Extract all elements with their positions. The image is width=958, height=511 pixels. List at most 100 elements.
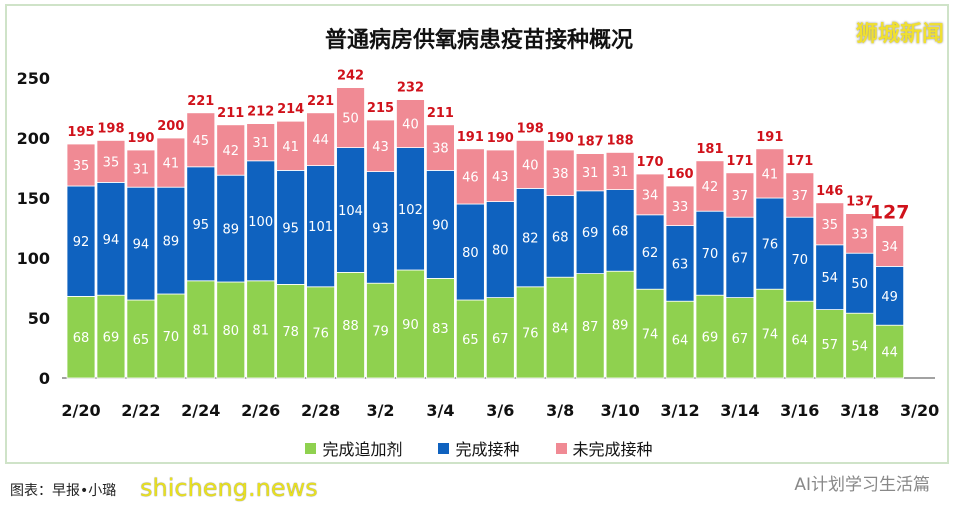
bar-segment-complete (545, 195, 575, 278)
total-label: 198 (97, 121, 124, 136)
bar-segment-booster (755, 288, 785, 379)
bar-segment-booster (485, 297, 515, 379)
data-label: 68 (552, 230, 569, 245)
bar-segment-complete (515, 187, 545, 288)
bar-segment-incomplete (156, 137, 186, 188)
total-label: 190 (127, 131, 154, 146)
legend: 完成追加剂 完成接种 未完成接种 (0, 436, 958, 460)
x-tick-label: 3/14 (720, 401, 759, 420)
x-tick-label: 3/16 (780, 401, 819, 420)
total-label: 171 (786, 154, 813, 169)
data-label: 40 (522, 158, 539, 173)
data-label: 42 (702, 180, 719, 195)
bar-segment-booster (126, 299, 156, 379)
data-label: 62 (642, 246, 659, 261)
bar-segment-incomplete (725, 172, 755, 218)
bar-segment-incomplete (186, 112, 216, 168)
data-label: 80 (492, 244, 509, 259)
data-label: 54 (821, 271, 838, 286)
bar-segment-complete (605, 189, 635, 272)
bar-segment-incomplete (425, 124, 455, 171)
bar-segment-booster (545, 276, 575, 379)
bar-segment-incomplete (815, 202, 845, 246)
x-tick-label: 3/20 (900, 401, 939, 420)
data-label: 34 (881, 240, 898, 255)
bar-segment-complete (396, 147, 425, 271)
data-label: 80 (462, 246, 479, 261)
data-label: 42 (222, 144, 239, 159)
data-label: 74 (762, 328, 779, 343)
bar-segment-incomplete (366, 119, 395, 172)
bar-segment-incomplete (695, 160, 725, 212)
x-tick-label: 2/24 (181, 401, 220, 420)
bar-segment-complete (815, 244, 845, 311)
data-label: 46 (462, 170, 479, 185)
data-label: 104 (338, 204, 363, 219)
bar-segment-incomplete (875, 225, 905, 267)
y-tick-label: 0 (39, 369, 50, 388)
bar-segment-booster (635, 288, 665, 379)
bar-segment-incomplete (276, 120, 306, 171)
total-label: 215 (367, 101, 394, 116)
data-label: 94 (133, 238, 150, 253)
bar-segment-booster (216, 281, 246, 379)
data-label: 70 (163, 330, 180, 345)
bar-segment-incomplete (126, 149, 156, 188)
watermark-bottom-left: shicheng.news (140, 474, 318, 502)
data-label: 64 (672, 334, 689, 349)
x-tick-label: 3/8 (546, 401, 574, 420)
data-label: 87 (582, 320, 599, 335)
watermark-top-right: 狮城新闻 (855, 22, 944, 47)
data-label: 101 (308, 220, 333, 235)
bar-segment-incomplete (66, 143, 96, 187)
legend-label: 未完成接种 (572, 440, 653, 459)
data-label: 35 (73, 159, 90, 174)
total-label: 242 (337, 69, 364, 84)
legend-swatch (438, 442, 450, 454)
x-tick-label: 2/20 (61, 401, 100, 420)
bar-segment-incomplete (336, 87, 365, 148)
data-label: 43 (492, 170, 509, 185)
data-label: 50 (342, 112, 359, 127)
bar-segment-incomplete (396, 99, 425, 148)
bar-segment-incomplete (96, 139, 126, 183)
bar-segment-incomplete (485, 149, 515, 202)
y-tick-label: 250 (17, 69, 50, 88)
data-label: 50 (851, 277, 868, 292)
total-label: 198 (517, 121, 544, 136)
data-label: 38 (552, 167, 569, 182)
data-label: 95 (282, 221, 299, 236)
data-label: 54 (851, 340, 868, 355)
data-label: 68 (73, 331, 90, 346)
x-tick-label: 3/4 (426, 401, 454, 420)
source-text: 图表：早报•小璐 (10, 483, 117, 499)
bar-segment-incomplete (665, 185, 695, 226)
total-label: 191 (756, 130, 783, 145)
bar-segment-complete (485, 201, 515, 299)
data-label: 31 (252, 136, 269, 151)
data-label: 65 (133, 333, 150, 348)
data-label: 89 (222, 223, 239, 238)
data-label: 37 (792, 189, 809, 204)
legend-label: 完成追加剂 (322, 440, 403, 459)
x-tick-label: 2/22 (121, 401, 160, 420)
data-label: 65 (462, 333, 479, 348)
data-label: 38 (432, 142, 449, 157)
total-label: 212 (247, 105, 274, 120)
legend-label: 完成接种 (455, 440, 520, 459)
data-label: 102 (398, 203, 423, 218)
data-label: 44 (881, 346, 898, 361)
data-label: 37 (732, 189, 749, 204)
data-label: 49 (881, 290, 898, 305)
bar-segment-incomplete (605, 151, 635, 190)
bar-segment-complete (845, 252, 875, 314)
data-label: 74 (642, 328, 659, 343)
data-label: 31 (133, 163, 150, 178)
bar-segment-complete (635, 214, 665, 290)
data-label: 35 (821, 218, 838, 233)
bar-segment-complete (216, 174, 246, 283)
total-label: 187 (577, 135, 604, 150)
bar-segment-incomplete (755, 148, 785, 199)
data-label: 44 (312, 133, 329, 148)
data-label: 84 (552, 322, 569, 337)
